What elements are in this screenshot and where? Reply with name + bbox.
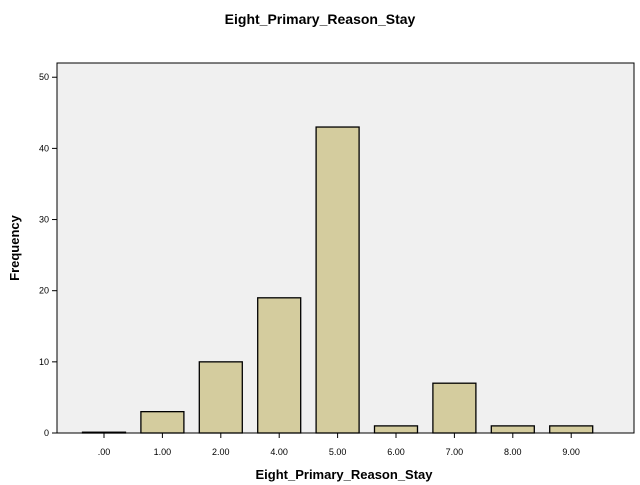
x-tick-label: 8.00 — [504, 447, 522, 457]
x-tick-label: 9.00 — [562, 447, 580, 457]
y-tick-label: 0 — [44, 428, 49, 438]
y-tick-label: 20 — [39, 286, 49, 296]
y-tick-label: 10 — [39, 357, 49, 367]
y-tick-label: 50 — [39, 72, 49, 82]
bar — [490, 425, 535, 434]
bar — [198, 361, 243, 434]
x-tick-label: 6.00 — [387, 447, 405, 457]
x-tick-label: 4.00 — [270, 447, 288, 457]
bar — [81, 431, 127, 434]
y-tick-label: 40 — [39, 143, 49, 153]
bar — [432, 382, 477, 434]
y-tick-label: 30 — [39, 215, 49, 225]
x-tick-label: 2.00 — [212, 447, 230, 457]
bars — [81, 126, 594, 434]
chart-title: Eight_Primary_Reason_Stay — [225, 11, 416, 27]
x-tick-label: 5.00 — [329, 447, 347, 457]
y-axis-title: Frequency — [7, 214, 22, 281]
bar — [549, 425, 594, 434]
x-tick-label: 7.00 — [446, 447, 464, 457]
bar — [257, 297, 302, 434]
x-tick-label: .00 — [98, 447, 111, 457]
y-axis-ticks: 0 10 20 30 40 50 — [39, 72, 57, 438]
bar — [315, 126, 360, 434]
bar — [373, 425, 419, 434]
bar — [140, 411, 185, 434]
x-tick-label: 1.00 — [154, 447, 172, 457]
x-axis-ticks: .00 1.00 2.00 4.00 5.00 6.00 7.00 8.00 9.00 — [98, 433, 580, 457]
x-axis-title: Eight_Primary_Reason_Stay — [255, 467, 433, 482]
